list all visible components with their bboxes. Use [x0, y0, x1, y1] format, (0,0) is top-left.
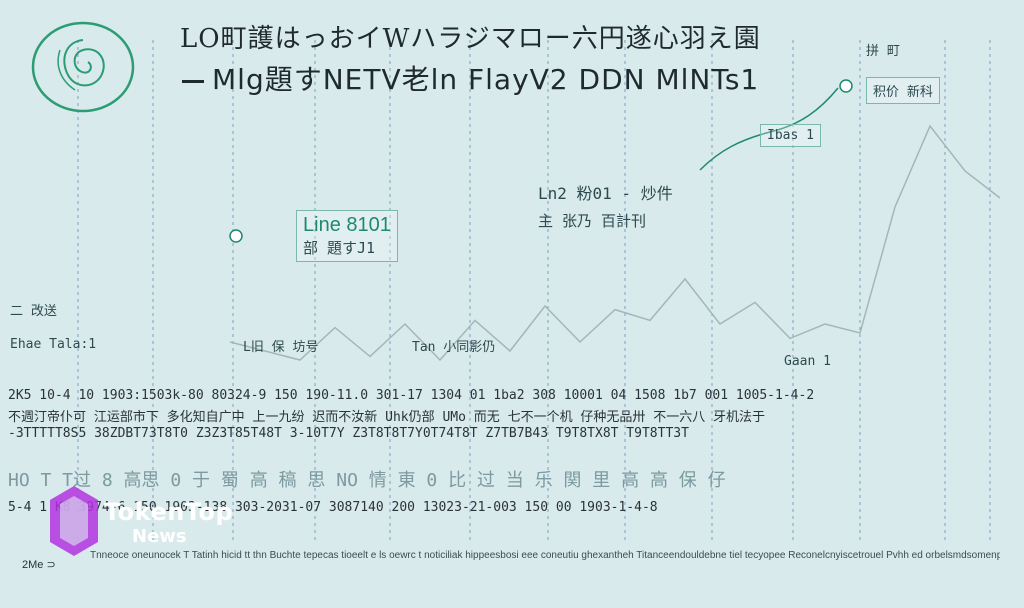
watermark-title: TokenTop [104, 498, 234, 526]
data-row-5: 5-4 1 K8 3974-6 150 1903-138 303-2031-07… [8, 500, 658, 515]
data-row-1: 2K5 10-4 10 1903:1503k-80 80324-9 150 19… [8, 388, 815, 403]
watermark-logo: TokenTop News [44, 480, 324, 564]
data-row-3: -3TTTTT8S5 38ZDBT73T8T0 Z3Z3T85T48T 3-10… [8, 426, 689, 441]
annotation-tan: Tan 小同影仍 [412, 336, 495, 355]
data-row-4: HO T T过 8 高思 0 于 蜀 高 稿 思 NO 情 東 0 比 过 当 … [8, 470, 726, 491]
annotation-title: Ln2 粉01 - 炒件 [538, 184, 673, 203]
annotation-title: 拼 町 [866, 44, 900, 59]
watermark-subtitle: News [132, 526, 187, 547]
watermark-hex-icon [50, 486, 98, 556]
annotation-ibas: Ibas 1 [760, 124, 821, 147]
annotation-title: L旧 保 坊号 [243, 340, 319, 355]
annotation-sub: 主 张乃 百計刊 [538, 212, 647, 230]
chart-subtitle: Mlg題すNETV老ln FlayV2 DDN MlNTs1 [182, 58, 822, 98]
chart-subtitle-text: Mlg題すNETV老ln FlayV2 DDN MlNTs1 [212, 63, 760, 96]
annotation-top-right: 拼 町 积价 新科 [866, 40, 940, 104]
annotation-l-bao: L旧 保 坊号 [243, 336, 318, 355]
annotation-title: Gaan 1 [784, 354, 831, 369]
annotation-sub: 部 題すJ1 [303, 239, 376, 257]
annotation-title: Ehae Tala:1 [10, 337, 97, 352]
rose-logo-icon [31, 21, 135, 113]
accent-line [699, 87, 839, 171]
annotation-sub: 积价 新科 [866, 77, 940, 104]
data-row-2: 不週汀帝仆可 江运部市下 多化知自广中 上一九纷 迟而不汝新 Uhk仍部 UMo… [8, 410, 766, 425]
footer-notes: Tnneoce oneunocek T Tatinh hicid tt thn … [90, 550, 1000, 561]
annotation-gaan: Gaan 1 [784, 354, 831, 369]
annotation-ln2: Ln2 粉01 - 炒件 主 张乃 百計刊 [538, 180, 673, 231]
annotation-line-8101: Line 8101 部 題すJ1 [296, 210, 398, 262]
annotation-title: Ibas 1 [767, 128, 814, 143]
annotation-title: Tan 小同影仍 [412, 340, 496, 355]
series-line [229, 124, 1001, 362]
dash-icon [182, 79, 204, 83]
annotation-sub: 二 改送 [10, 304, 57, 319]
annotation-left: 二 改送 Ehae Tala:1 [10, 300, 96, 352]
chart-title: LO町護はっおイWハラジマロー六円遂心羽え園 [180, 24, 761, 54]
annotation-title: Line 8101 [303, 214, 391, 236]
data-point-marker [229, 229, 243, 243]
footer-date: 2Me ⊃ [22, 559, 56, 571]
data-point-marker [839, 79, 853, 93]
